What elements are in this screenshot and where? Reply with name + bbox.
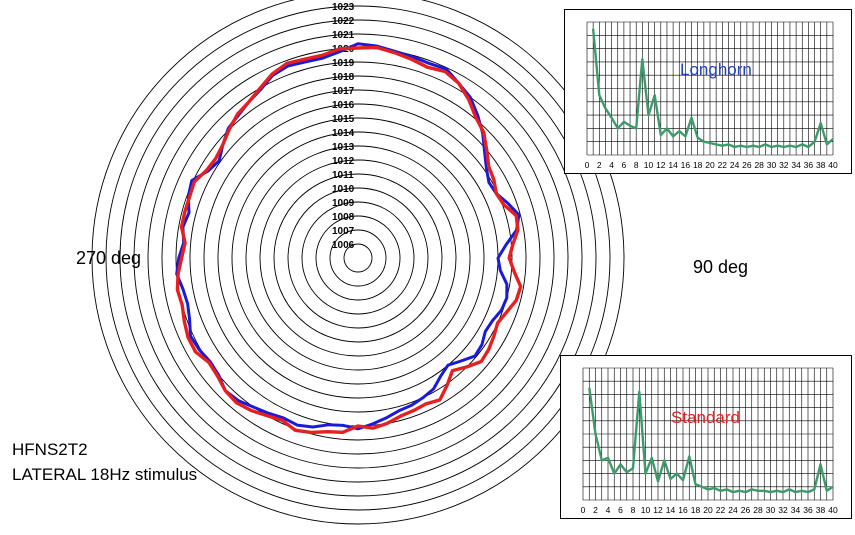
spectrum-x-tick-label: 18 bbox=[691, 505, 701, 515]
spectrum-x-tick-label: 34 bbox=[791, 505, 801, 515]
spectrum-x-tick-label: 22 bbox=[718, 160, 728, 170]
radial-ring bbox=[245, 145, 471, 371]
radial-tick-label: 1007 bbox=[332, 226, 355, 237]
spectrum-x-ticks: 0 2 4 6 8 10 12 14 16 18 20 22 24 26 28 30 32 34 36 38 40 bbox=[585, 160, 838, 170]
radial-ring bbox=[175, 75, 541, 441]
spectrum-x-tick-label: 22 bbox=[716, 505, 726, 515]
radial-ring bbox=[161, 61, 555, 455]
radial-ring bbox=[147, 47, 569, 469]
spectrum-x-tick-label: 38 bbox=[816, 505, 826, 515]
radial-tick-label: 1008 bbox=[332, 212, 355, 223]
spectrum-x-tick-label: 10 bbox=[641, 505, 651, 515]
spectrum-title-standard: Standard bbox=[671, 408, 740, 427]
spectrum-x-tick-label: 18 bbox=[693, 160, 703, 170]
spectrum-x-tick-label: 26 bbox=[742, 160, 752, 170]
spectrum-x-tick-label: 2 bbox=[593, 505, 598, 515]
spectrum-x-tick-label: 32 bbox=[779, 160, 789, 170]
radial-ring bbox=[343, 243, 373, 273]
spectrum-x-tick-label: 10 bbox=[644, 160, 654, 170]
spectrum-grid bbox=[586, 21, 834, 156]
spectrum-x-tick-label: 6 bbox=[622, 160, 627, 170]
spectrum-x-tick-label: 34 bbox=[791, 160, 801, 170]
spectrum-x-tick-label: 40 bbox=[828, 160, 838, 170]
radial-ring bbox=[189, 89, 527, 427]
radial-ring bbox=[119, 19, 597, 497]
spectrum-x-tick-label: 36 bbox=[803, 505, 813, 515]
radial-ring bbox=[287, 187, 429, 329]
spectrum-x-tick-label: 30 bbox=[767, 160, 777, 170]
radial-tick-label: 1014 bbox=[332, 128, 355, 139]
spectrum-title-longhorn: Longhorn bbox=[680, 60, 752, 79]
radial-tick-label: 1022 bbox=[332, 16, 355, 27]
caption-specimen: HFNS2T2 bbox=[12, 440, 88, 459]
spectrum-x-tick-label: 20 bbox=[705, 160, 715, 170]
radial-tick-label: 1015 bbox=[332, 114, 355, 125]
spectrum-x-tick-label: 36 bbox=[804, 160, 814, 170]
radial-tick-label: 1010 bbox=[332, 184, 355, 195]
radial-ring bbox=[273, 173, 443, 343]
radial-ring bbox=[105, 5, 611, 511]
radial-tick-label: 1016 bbox=[332, 100, 355, 111]
spectrum-x-tick-label: 14 bbox=[668, 160, 678, 170]
radial-tick-label: 1006 bbox=[332, 240, 355, 251]
radial-tick-label: 1012 bbox=[332, 156, 355, 167]
spectrum-x-tick-label: 12 bbox=[653, 505, 663, 515]
spectrum-x-tick-label: 6 bbox=[618, 505, 623, 515]
spectrum-x-tick-label: 28 bbox=[753, 505, 763, 515]
radial-tick-label: 1017 bbox=[332, 86, 355, 97]
radial-ring bbox=[203, 103, 513, 413]
spectrum-x-tick-label: 40 bbox=[828, 505, 838, 515]
spectrum-x-tick-label: 8 bbox=[631, 505, 636, 515]
spectrum-x-tick-label: 16 bbox=[678, 505, 688, 515]
spectrum-x-tick-label: 12 bbox=[656, 160, 666, 170]
radial-ring bbox=[231, 131, 485, 385]
radial-ring bbox=[301, 201, 415, 315]
spectrum-chart-longhorn: 0 2 4 6 8 10 12 14 16 18 20 22 24 26 28 30 32 34 36 38 40 bbox=[585, 21, 838, 170]
spectrum-x-tick-label: 20 bbox=[703, 505, 713, 515]
spectrum-x-tick-label: 14 bbox=[666, 505, 676, 515]
angle-label-270: 270 deg bbox=[76, 248, 142, 268]
radial-tick-label: 1011 bbox=[332, 170, 354, 181]
radial-tick-label: 1009 bbox=[332, 198, 355, 209]
spectrum-x-tick-label: 16 bbox=[681, 160, 691, 170]
radial-tick-label: 1023 bbox=[332, 2, 355, 13]
radial-tick-label: 1013 bbox=[332, 142, 355, 153]
spectrum-inset-longhorn: 0 2 4 6 8 10 12 14 16 18 20 22 24 26 28 30 32 34 36 38 40 Lo… bbox=[564, 9, 852, 174]
spectrum-x-tick-label: 38 bbox=[816, 160, 826, 170]
spectrum-x-tick-label: 8 bbox=[634, 160, 639, 170]
spectrum-x-tick-label: 24 bbox=[728, 505, 738, 515]
spectrum-x-tick-label: 2 bbox=[597, 160, 602, 170]
radial-tick-labels: 1006 1007 1008 1009 1010 1011 1012 1013 1014 1015… bbox=[332, 2, 355, 251]
spectrum-series-line bbox=[591, 28, 834, 149]
spectrum-x-tick-label: 32 bbox=[778, 505, 788, 515]
spectrum-x-tick-label: 0 bbox=[585, 160, 590, 170]
radial-grid bbox=[91, 0, 625, 525]
radial-ring bbox=[91, 0, 625, 525]
spectrum-x-tick-label: 4 bbox=[609, 160, 614, 170]
spectrum-x-tick-label: 4 bbox=[606, 505, 611, 515]
spectrum-x-tick-label: 24 bbox=[730, 160, 740, 170]
angle-label-90: 90 deg bbox=[693, 257, 749, 277]
spectrum-x-tick-label: 30 bbox=[766, 505, 776, 515]
spectrum-x-tick-label: 26 bbox=[741, 505, 751, 515]
radial-ring bbox=[133, 33, 583, 483]
radial-tick-label: 1019 bbox=[332, 58, 355, 69]
radial-tick-label: 1018 bbox=[332, 72, 355, 83]
radial-tick-label: 1021 bbox=[332, 30, 355, 41]
radial-ring bbox=[329, 229, 387, 287]
radial-ring bbox=[315, 215, 401, 301]
caption-stimulus: LATERAL 18Hz stimulus bbox=[12, 465, 198, 484]
radial-ring bbox=[259, 159, 457, 357]
spectrum-inset-standard: 0 2 4 6 8 10 12 14 16 18 20 22 24 26 28 30 32 34 36 38 40 St… bbox=[560, 355, 852, 519]
spectrum-chart-standard: 0 2 4 6 8 10 12 14 16 18 20 22 24 26 28 30 32 34 36 38 40 bbox=[581, 367, 838, 515]
polar-series-standard bbox=[175, 45, 523, 435]
spectrum-grid bbox=[582, 367, 834, 501]
spectrum-x-ticks: 0 2 4 6 8 10 12 14 16 18 20 22 24 26 28 30 32 34 36 38 40 bbox=[581, 505, 838, 515]
spectrum-x-tick-label: 28 bbox=[754, 160, 764, 170]
spectrum-series-line bbox=[588, 387, 834, 494]
spectrum-x-tick-label: 0 bbox=[581, 505, 586, 515]
